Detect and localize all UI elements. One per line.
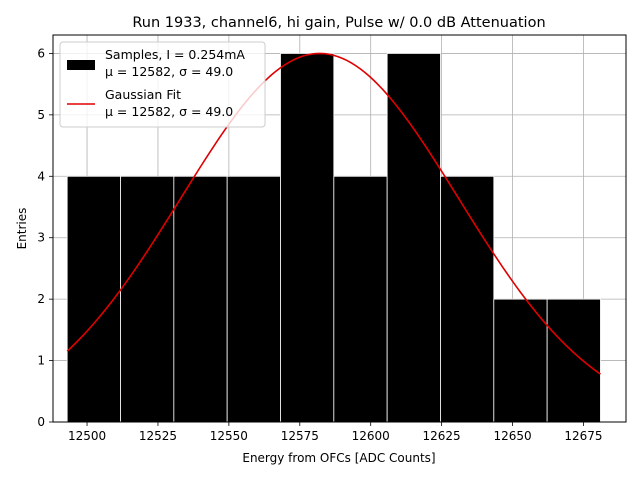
x-tick-label: 12575 xyxy=(281,429,319,443)
histogram-bar xyxy=(173,175,228,423)
histogram-bar xyxy=(546,298,601,423)
legend-label-samples-stats: μ = 12582, σ = 49.0 xyxy=(105,64,233,79)
y-tick-label: 6 xyxy=(37,46,45,60)
histogram-bar xyxy=(280,53,335,423)
y-axis-ticks: 0 1 2 3 4 5 6 xyxy=(37,46,53,429)
histogram-bars xyxy=(66,53,601,423)
legend-box xyxy=(59,41,266,128)
y-tick-label: 5 xyxy=(37,108,45,122)
x-axis-ticks: 12500 12525 12550 12575 12600 12625 12650 12675 xyxy=(68,422,603,443)
histogram-bar xyxy=(333,175,388,423)
gaussian-fit-line xyxy=(66,52,601,375)
y-axis-label: Entries xyxy=(15,208,29,250)
histogram-bar xyxy=(386,53,441,423)
x-tick-label: 12625 xyxy=(423,429,461,443)
y-tick-label: 4 xyxy=(37,169,45,183)
legend-label-fit-stats: μ = 12582, σ = 49.0 xyxy=(105,104,233,119)
y-tick-label: 3 xyxy=(37,231,45,245)
y-tick-label: 2 xyxy=(37,292,45,306)
histogram-bar xyxy=(120,175,175,423)
legend-label-samples: Samples, I = 0.254mA xyxy=(105,47,245,62)
x-tick-label: 12525 xyxy=(139,429,177,443)
histogram-bar xyxy=(493,298,548,423)
histogram-bar xyxy=(66,175,121,423)
x-axis-label: Energy from OFCs [ADC Counts] xyxy=(242,451,435,465)
legend: Samples, I = 0.254mA μ = 12582, σ = 49.0… xyxy=(59,41,266,128)
histogram-bar xyxy=(226,175,281,423)
legend-label-fit: Gaussian Fit xyxy=(105,87,181,102)
x-tick-label: 12600 xyxy=(352,429,390,443)
y-tick-label: 1 xyxy=(37,354,45,368)
histogram-bar xyxy=(440,175,495,423)
x-tick-label: 12550 xyxy=(210,429,248,443)
y-tick-label: 0 xyxy=(37,415,45,429)
plot-frame xyxy=(52,34,627,423)
x-tick-label: 12675 xyxy=(564,429,602,443)
legend-swatch-samples xyxy=(67,60,95,70)
x-tick-label: 12500 xyxy=(68,429,106,443)
chart-title: Run 1933, channel6, hi gain, Pulse w/ 0.… xyxy=(132,15,545,31)
x-tick-label: 12650 xyxy=(493,429,531,443)
